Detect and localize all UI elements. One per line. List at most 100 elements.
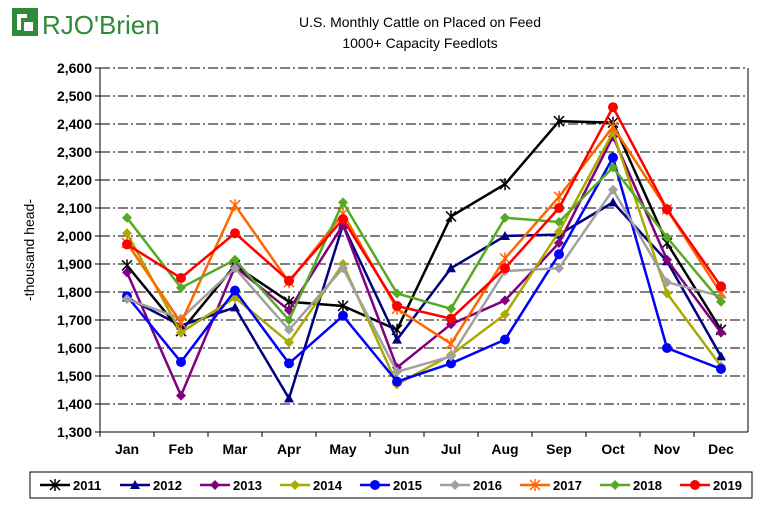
legend-label: 2013	[233, 478, 262, 493]
data-point	[500, 263, 510, 274]
legend-label: 2016	[473, 478, 502, 493]
data-point	[130, 480, 140, 489]
legend-label: 2017	[553, 478, 582, 493]
data-point	[662, 204, 672, 215]
y-tick-label: 1,900	[57, 256, 92, 272]
data-point	[230, 228, 240, 239]
data-point	[716, 364, 726, 374]
data-point	[370, 480, 380, 490]
logo-glyph-icon	[17, 14, 33, 31]
data-point	[662, 288, 672, 299]
legend-item: 2012	[120, 478, 182, 493]
data-point	[122, 239, 132, 250]
series-line	[126, 200, 723, 402]
legend-label: 2012	[153, 478, 182, 493]
y-tick-label: 1,800	[57, 284, 92, 300]
data-point	[284, 275, 294, 286]
data-point	[122, 212, 132, 223]
data-point	[122, 228, 132, 239]
data-point	[445, 337, 457, 350]
x-tick-label: Sep	[546, 441, 572, 457]
data-point	[529, 479, 541, 491]
data-point	[716, 296, 726, 307]
series-2018	[122, 162, 726, 325]
data-point	[608, 102, 618, 113]
data-point	[608, 184, 618, 195]
x-tick-label: Oct	[601, 441, 625, 457]
data-point	[500, 212, 510, 223]
data-point	[122, 267, 132, 278]
series-line	[125, 124, 723, 346]
data-point	[284, 315, 294, 325]
data-point	[690, 480, 700, 490]
chart-title: U.S. Monthly Cattle on Placed on Feed	[299, 14, 541, 30]
data-point	[210, 480, 220, 490]
data-point	[553, 115, 565, 128]
data-point	[554, 226, 564, 237]
data-point	[392, 334, 402, 344]
data-point	[662, 277, 672, 288]
data-point	[176, 282, 186, 293]
y-tick-label: 1,700	[57, 312, 92, 328]
data-point	[176, 357, 186, 367]
data-point	[608, 162, 618, 173]
series-2014	[122, 127, 726, 390]
legend-label: 2018	[633, 478, 662, 493]
x-tick-label: Aug	[491, 441, 518, 457]
data-point	[392, 366, 402, 377]
series-line	[126, 104, 723, 320]
data-point	[554, 263, 564, 274]
data-point	[392, 376, 402, 387]
data-point	[608, 197, 618, 207]
data-point	[446, 303, 456, 314]
data-point	[500, 309, 510, 320]
logo-text: RJO'Brien	[42, 10, 160, 40]
data-point	[338, 214, 348, 225]
data-point	[284, 358, 294, 369]
data-point	[176, 327, 186, 338]
data-point	[446, 351, 456, 362]
data-point	[499, 252, 511, 265]
y-tick-label: 2,200	[57, 172, 92, 188]
legend-item: 2013	[200, 478, 262, 493]
data-point	[610, 480, 620, 490]
x-tick-label: Mar	[223, 441, 248, 457]
data-point	[662, 343, 672, 353]
data-point	[392, 301, 402, 311]
x-tick-label: May	[329, 441, 356, 457]
data-point	[230, 254, 240, 265]
data-point	[662, 254, 672, 265]
data-point	[284, 393, 294, 403]
data-point	[338, 263, 348, 274]
data-point	[229, 199, 241, 212]
legend-item: 2015	[360, 478, 422, 493]
data-point	[337, 300, 349, 312]
data-point	[662, 232, 672, 243]
data-point	[500, 334, 510, 345]
legend-item: 2017	[520, 478, 582, 493]
data-point	[445, 210, 457, 223]
y-tick-label: 1,400	[57, 396, 92, 412]
y-tick-label: 2,100	[57, 200, 92, 216]
data-point	[175, 316, 187, 329]
series-line	[126, 187, 722, 374]
y-axis-label: -thousand head-	[21, 199, 37, 301]
data-point	[446, 263, 456, 273]
data-point	[450, 480, 460, 490]
series-line	[125, 133, 723, 399]
legend-item: 2018	[600, 478, 662, 493]
data-point	[176, 273, 186, 283]
data-point	[122, 294, 132, 304]
x-tick-label: Apr	[277, 441, 302, 457]
x-tick-label: Jul	[441, 441, 461, 457]
data-point	[716, 281, 726, 292]
data-point	[716, 351, 726, 361]
legend-label: 2011	[73, 478, 101, 493]
y-tick-label: 2,300	[57, 144, 92, 160]
data-point	[176, 390, 186, 401]
x-tick-label: Nov	[654, 441, 681, 457]
data-point	[338, 310, 348, 321]
y-tick-label: 2,000	[57, 228, 92, 244]
data-point	[608, 152, 618, 163]
data-point	[290, 480, 300, 490]
